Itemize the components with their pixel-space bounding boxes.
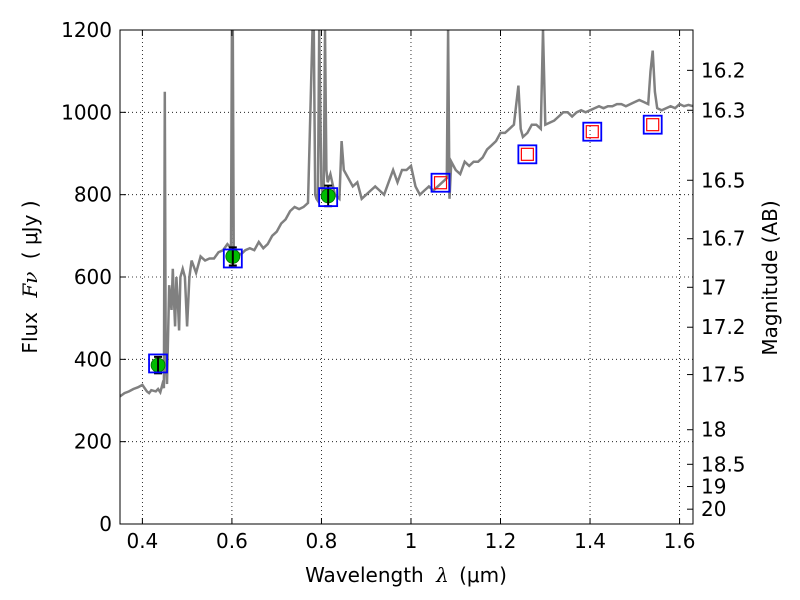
x-tick-label: 0.8 bbox=[306, 529, 338, 553]
model-point bbox=[582, 121, 603, 142]
y2-tick-label: 17.2 bbox=[701, 315, 746, 339]
synthetic-point bbox=[646, 118, 660, 132]
x-tick-label: 0.4 bbox=[126, 529, 158, 553]
plot-frame bbox=[119, 29, 694, 525]
y2-tick-label: 18 bbox=[701, 418, 726, 442]
spectrum-line bbox=[120, 30, 693, 398]
y2-tick-label: 20 bbox=[701, 497, 726, 521]
y2-tick-label: 17.5 bbox=[701, 363, 746, 387]
axis-ticks: 0.4 0.6 0.8 1 1.2 1.4 1.6 0 200 400 600 800 1000 1200… bbox=[61, 18, 745, 553]
synthetic-point bbox=[585, 125, 599, 139]
y-tick-label: 1200 bbox=[61, 18, 112, 42]
grid-lines bbox=[120, 29, 693, 525]
y2-tick-label: 16.2 bbox=[701, 58, 746, 82]
y-tick-label: 0 bbox=[99, 512, 112, 536]
model-point bbox=[430, 172, 451, 193]
synthetic-point bbox=[520, 147, 534, 161]
model-point bbox=[222, 248, 243, 269]
y2-tick-label: 18.5 bbox=[701, 452, 746, 476]
y2-axis-label: Magnitude (AB) bbox=[758, 200, 782, 355]
y-axis-label: Flux Fν ( μJy ) bbox=[18, 200, 42, 353]
y-tick-label: 600 bbox=[74, 265, 112, 289]
y-tick-label: 800 bbox=[74, 183, 112, 207]
y-tick-label: 400 bbox=[74, 347, 112, 371]
y-tick-label: 200 bbox=[74, 430, 112, 454]
x-axis-label: Wavelength λ (μm) bbox=[305, 563, 507, 587]
model-point bbox=[318, 187, 339, 208]
y2-tick-label: 16.3 bbox=[701, 98, 746, 122]
x-tick-label: 1.2 bbox=[485, 529, 517, 553]
y2-tick-label: 16.5 bbox=[701, 168, 746, 192]
synthetic-point bbox=[433, 176, 448, 190]
y-tick-label: 1000 bbox=[61, 100, 112, 124]
x-tick-label: 1.6 bbox=[664, 529, 696, 553]
model-point bbox=[148, 353, 168, 374]
model-point bbox=[517, 144, 538, 165]
y2-tick-label: 16.7 bbox=[701, 227, 746, 251]
model-point bbox=[642, 114, 663, 135]
photometry-markers bbox=[148, 114, 663, 375]
y2-tick-label: 17 bbox=[701, 275, 726, 299]
y2-tick-label: 19 bbox=[701, 475, 726, 499]
x-tick-label: 1.4 bbox=[574, 529, 606, 553]
x-tick-label: 1 bbox=[405, 529, 418, 553]
x-tick-label: 0.6 bbox=[216, 529, 248, 553]
